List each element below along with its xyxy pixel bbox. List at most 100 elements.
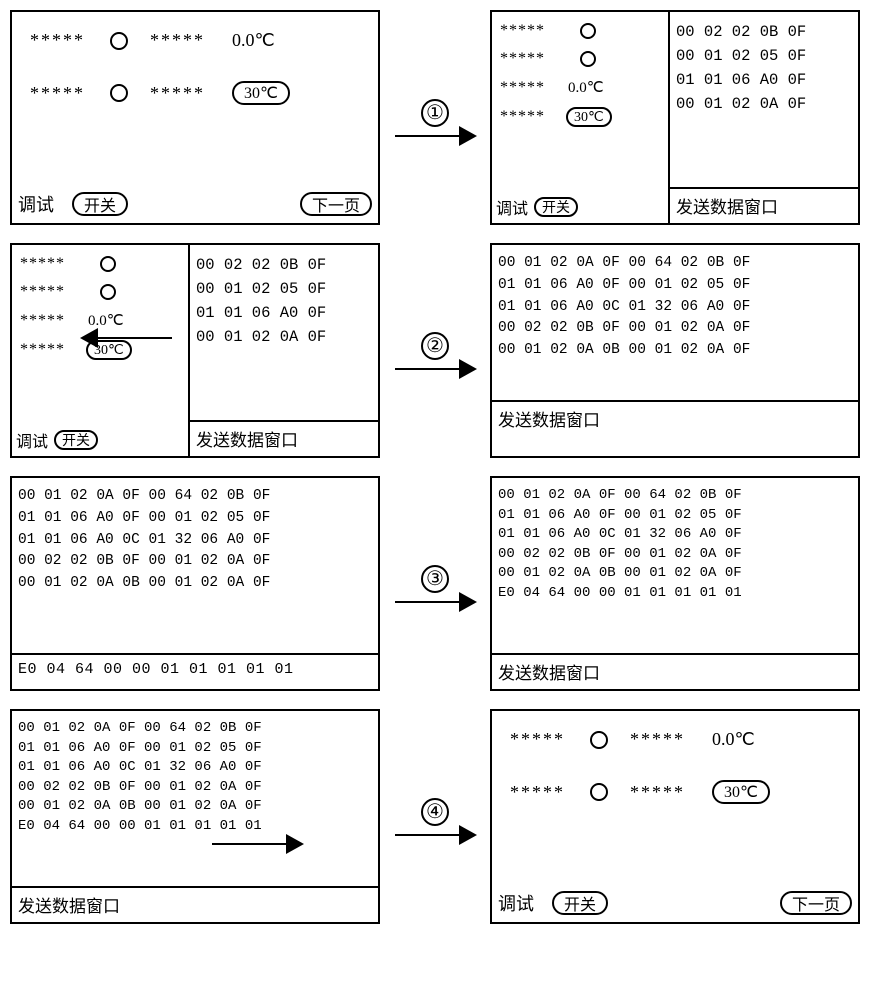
data-display: 00 02 02 0B 0F 00 01 02 05 0F 01 01 06 A…	[670, 12, 858, 189]
switch-button[interactable]: 开关	[72, 192, 128, 216]
row-3: 00 01 02 0A 0F 00 64 02 0B 0F 01 01 06 A…	[10, 476, 871, 691]
circle-icon	[100, 256, 116, 272]
data-display: 00 01 02 0A 0F 00 64 02 0B 0F 01 01 06 A…	[492, 245, 858, 402]
circle-icon	[590, 783, 608, 801]
circle-icon	[100, 284, 116, 300]
step-badge-2: ②	[421, 332, 449, 360]
switch-button[interactable]: 开关	[552, 891, 608, 915]
star-field: *****	[20, 283, 82, 301]
main-grid: ***** ***** 0.0℃ ***** ***** 30℃	[12, 12, 378, 105]
temp-set-pill[interactable]: 30℃	[232, 81, 290, 105]
arrow-right-icon	[395, 368, 475, 370]
overlay-arrow-left-icon	[82, 337, 172, 339]
bottom-bar: 调试 开关 下一页	[498, 890, 852, 916]
temp-readout: 0.0℃	[232, 30, 275, 51]
b-right-panel: 00 02 02 0B 0F 00 01 02 05 0F 01 01 06 A…	[190, 245, 378, 456]
main-grid: ***** ***** 0.0℃ ***** ***** 30℃	[492, 711, 858, 804]
star-field: *****	[20, 312, 82, 330]
star-field: *****	[20, 255, 82, 273]
arrow-right-icon	[395, 834, 475, 836]
panel-2-left: ***** ***** *****0.0℃ *****30℃ 调试 开关 00 …	[10, 243, 380, 458]
circle-icon	[110, 32, 128, 50]
debug-label: 调试	[498, 890, 534, 916]
row-4: 00 01 02 0A 0F 00 64 02 0B 0F 01 01 06 A…	[10, 709, 871, 924]
temp-set-pill[interactable]: 30℃	[566, 107, 612, 127]
panel-2-right: 00 01 02 0A 0F 00 64 02 0B 0F 01 01 06 A…	[490, 243, 860, 458]
arrow-gap-3: ③	[380, 476, 490, 691]
editor-line[interactable]: E0 04 64 00 00 01 01 01 01 01	[12, 655, 378, 689]
star-field: *****	[510, 729, 580, 750]
switch-button[interactable]: 开关	[54, 430, 98, 450]
b-left-bottom: 调试 开关	[16, 428, 98, 452]
debug-label: 调试	[496, 195, 528, 219]
panel-3-left: 00 01 02 0A 0F 00 64 02 0B 0F 01 01 06 A…	[10, 476, 380, 691]
panel-1-left: ***** ***** 0.0℃ ***** ***** 30℃ 调试 开关 下…	[10, 10, 380, 225]
send-window-label: 发送数据窗口	[190, 422, 378, 456]
send-window-label: 发送数据窗口	[492, 655, 858, 689]
star-field: *****	[150, 83, 220, 104]
b-left-panel: ***** ***** *****0.0℃ *****30℃ 调试 开关	[492, 12, 670, 223]
bottom-bar: 调试 开关 下一页	[18, 191, 372, 217]
b-left-bottom: 调试 开关	[496, 195, 578, 219]
b-left-panel: ***** ***** *****0.0℃ *****30℃ 调试 开关	[12, 245, 190, 456]
arrow-right-icon	[395, 601, 475, 603]
switch-button[interactable]: 开关	[534, 197, 578, 217]
data-display: 00 01 02 0A 0F 00 64 02 0B 0F 01 01 06 A…	[12, 478, 378, 655]
step-badge-3: ③	[421, 565, 449, 593]
circle-icon	[580, 51, 596, 67]
c-wrap: 00 01 02 0A 0F 00 64 02 0B 0F 01 01 06 A…	[492, 245, 858, 456]
c-wrap: 00 01 02 0A 0F 00 64 02 0B 0F 01 01 06 A…	[12, 478, 378, 689]
panel-1-right: ***** ***** *****0.0℃ *****30℃ 调试 开关 00 …	[490, 10, 860, 225]
main-row-2: ***** ***** 30℃	[510, 780, 848, 804]
arrow-gap-1: ①	[380, 10, 490, 225]
overlay-arrow-right-icon	[212, 843, 302, 845]
split-b: ***** ***** *****0.0℃ *****30℃ 调试 开关 00 …	[492, 12, 858, 223]
bottom-left: 调试 开关	[18, 191, 128, 217]
main-row-1: ***** ***** 0.0℃	[510, 729, 848, 750]
star-field: *****	[30, 83, 100, 104]
send-window-label: 发送数据窗口	[12, 888, 378, 922]
arrow-gap-2: ②	[380, 243, 490, 458]
circle-icon	[110, 84, 128, 102]
bottom-left: 调试 开关	[498, 890, 608, 916]
c-wrap: 00 01 02 0A 0F 00 64 02 0B 0F 01 01 06 A…	[492, 478, 858, 689]
circle-icon	[590, 731, 608, 749]
arrow-gap-4: ④	[380, 709, 490, 924]
row-1: ***** ***** 0.0℃ ***** ***** 30℃ 调试 开关 下…	[10, 10, 871, 225]
star-field: *****	[500, 50, 562, 68]
temp-readout: 0.0℃	[568, 78, 604, 97]
b-right-panel: 00 02 02 0B 0F 00 01 02 05 0F 01 01 06 A…	[670, 12, 858, 223]
star-field: *****	[150, 30, 220, 51]
star-field: *****	[630, 782, 700, 803]
send-window-label: 发送数据窗口	[670, 189, 858, 223]
step-badge-4: ④	[421, 798, 449, 826]
temp-set-pill[interactable]: 30℃	[712, 780, 770, 804]
panel-4-left: 00 01 02 0A 0F 00 64 02 0B 0F 01 01 06 A…	[10, 709, 380, 924]
panel-4-right: ***** ***** 0.0℃ ***** ***** 30℃ 调试 开关 下…	[490, 709, 860, 924]
star-field: *****	[30, 30, 100, 51]
arrow-right-icon	[395, 135, 475, 137]
debug-label: 调试	[16, 428, 48, 452]
main-row-2: ***** ***** 30℃	[30, 81, 368, 105]
temp-readout: 0.0℃	[712, 729, 755, 750]
page-root: ***** ***** 0.0℃ ***** ***** 30℃ 调试 开关 下…	[0, 0, 881, 952]
circle-icon	[580, 23, 596, 39]
main-row-1: ***** ***** 0.0℃	[30, 30, 368, 51]
c-wrap: 00 01 02 0A 0F 00 64 02 0B 0F 01 01 06 A…	[12, 711, 378, 922]
star-field: *****	[500, 22, 562, 40]
next-page-button[interactable]: 下一页	[300, 192, 372, 216]
star-field: *****	[500, 108, 562, 126]
data-display: 00 01 02 0A 0F 00 64 02 0B 0F 01 01 06 A…	[12, 711, 378, 888]
send-window-label: 发送数据窗口	[492, 402, 858, 436]
row-2: ***** ***** *****0.0℃ *****30℃ 调试 开关 00 …	[10, 243, 871, 458]
debug-label: 调试	[18, 191, 54, 217]
next-page-button[interactable]: 下一页	[780, 891, 852, 915]
data-display: 00 02 02 0B 0F 00 01 02 05 0F 01 01 06 A…	[190, 245, 378, 422]
star-field: *****	[500, 79, 562, 97]
star-field: *****	[510, 782, 580, 803]
star-field: *****	[630, 729, 700, 750]
panel-3-right: 00 01 02 0A 0F 00 64 02 0B 0F 01 01 06 A…	[490, 476, 860, 691]
step-badge-1: ①	[421, 99, 449, 127]
data-display: 00 01 02 0A 0F 00 64 02 0B 0F 01 01 06 A…	[492, 478, 858, 655]
split-b: ***** ***** *****0.0℃ *****30℃ 调试 开关 00 …	[12, 245, 378, 456]
